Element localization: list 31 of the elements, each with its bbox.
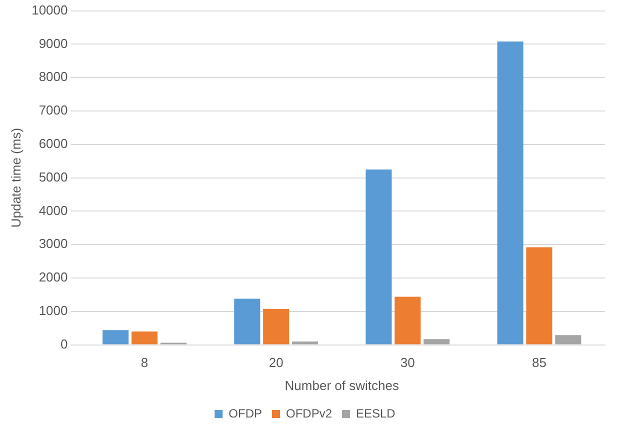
y-tick-label: 9000 (38, 36, 68, 51)
x-tick-label: 8 (140, 355, 148, 370)
y-tick-label: 2000 (38, 270, 68, 285)
y-tick-label: 8000 (38, 69, 68, 84)
y-tick-label: 5000 (38, 169, 68, 184)
bar (497, 42, 524, 344)
bar (102, 330, 129, 344)
bar (526, 247, 552, 344)
y-tick-label: 3000 (38, 236, 68, 252)
bar (263, 309, 290, 344)
y-axis-title: Update time (ms) (8, 128, 24, 228)
legend-label: OFDPv2 (286, 406, 332, 420)
bar (424, 339, 450, 344)
y-tick-label: 0 (60, 336, 68, 352)
y-tick-label: 10000 (32, 2, 68, 18)
bar (394, 296, 421, 344)
x-axis-title: Number of switches (284, 378, 400, 393)
legend-label: OFDP (228, 406, 262, 420)
x-tick-label: 85 (532, 355, 546, 370)
y-tick-label: 1000 (38, 302, 68, 318)
x-tick-label: 20 (268, 355, 284, 370)
bar (234, 298, 260, 344)
bar (555, 335, 582, 344)
bar (292, 341, 318, 344)
legend-label: EESLD (356, 406, 396, 420)
x-tick-label: 30 (400, 355, 415, 370)
y-tick-label: 7000 (38, 102, 68, 118)
y-tick-label: 6000 (38, 136, 68, 151)
bar (132, 331, 158, 344)
y-tick-label: 4000 (38, 202, 68, 218)
bar (366, 169, 392, 344)
